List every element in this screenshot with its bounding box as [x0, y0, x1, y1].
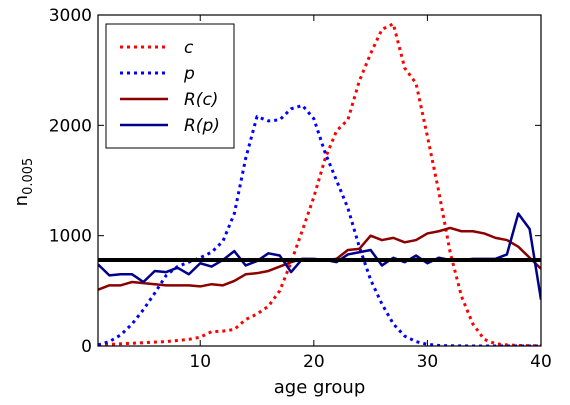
y-tick-label: 0 — [81, 337, 92, 357]
legend-label-p: p — [183, 64, 195, 84]
legend-label-c: c — [184, 38, 194, 58]
y-axis-label-main: n — [11, 195, 32, 206]
y-tick-label: 1000 — [49, 227, 92, 247]
x-tick-label: 10 — [189, 352, 211, 372]
legend: cp R(c) R(p) — [105, 23, 235, 149]
x-axis-label: age group — [274, 377, 366, 398]
y-axis-label: n0.005 — [11, 158, 36, 207]
series-line-c — [98, 22, 541, 346]
y-tick-label: 3000 — [49, 6, 92, 26]
legend-label-r-c: R(c) — [184, 90, 218, 110]
y-axis-label-subscript: 0.005 — [21, 158, 36, 195]
legend-entries: cp R(c) R(p) — [120, 38, 220, 136]
x-tick-label: 20 — [303, 352, 325, 372]
x-tick-label: 40 — [530, 352, 552, 372]
legend-label-r-p: R(p) — [184, 116, 220, 136]
legend-frame — [105, 23, 235, 149]
y-tick-label: 2000 — [49, 116, 92, 136]
ticks-layer: 10 20 30 40 0 1000 2000 3000 — [49, 6, 552, 372]
plot-frame — [97, 14, 542, 347]
x-tick-label: 30 — [417, 352, 439, 372]
